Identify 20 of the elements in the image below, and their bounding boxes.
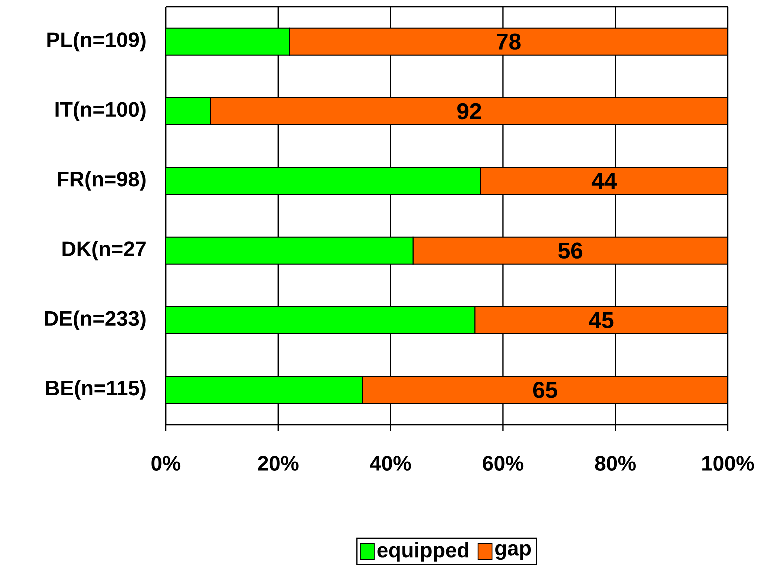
x-tick-label: 0% [152,456,181,471]
data-label: 65 [533,382,558,398]
y-tick-label: IT(n=100) [56,102,146,122]
y-tick-label: FR(n=98) [58,171,146,191]
x-tick-label: 80% [595,456,636,471]
y-tick-label: DE(n=233) [45,310,146,330]
legend-label: equipped [378,542,469,562]
data-label: 92 [458,103,482,120]
y-tick-label: DK(n=27 [62,241,146,261]
x-tick-label: 20% [258,456,299,471]
data-label: 45 [589,312,614,328]
data-label: 56 [558,242,583,259]
x-tick-label: 40% [370,456,412,471]
data-label: 44 [592,173,617,190]
x-tick-label: 60% [483,456,524,471]
x-tick-label: 100% [702,456,754,471]
y-tick-label: BE(n=115) [46,380,146,400]
data-label: 78 [497,34,521,50]
legend-label: gap [496,544,532,560]
y-tick-label: PL(n=109) [48,32,146,52]
